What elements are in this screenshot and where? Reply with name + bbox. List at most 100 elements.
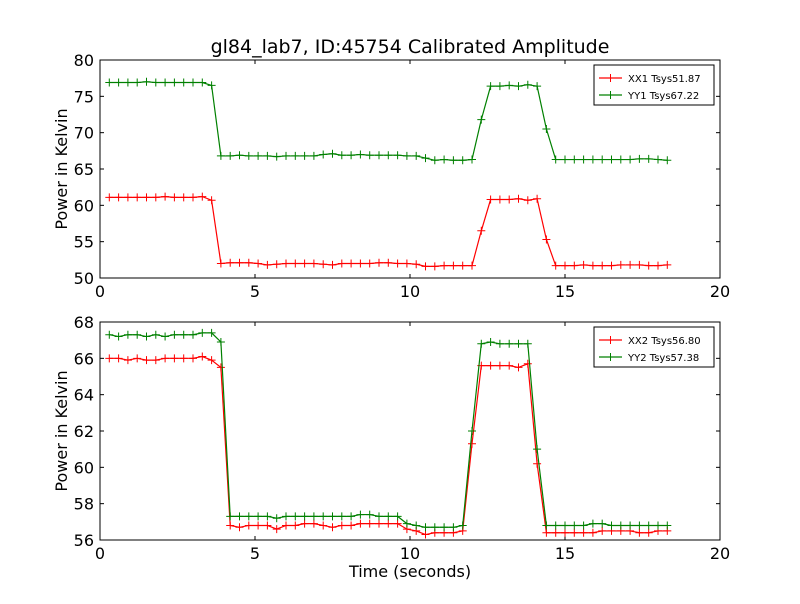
data-point [663, 156, 672, 165]
data-point [272, 152, 281, 161]
x-axis-label: Time (seconds) [348, 562, 471, 581]
data-point [533, 445, 542, 454]
data-point [198, 78, 207, 87]
data-point [514, 363, 523, 372]
data-point [505, 361, 514, 370]
data-point [114, 193, 123, 202]
data-point [105, 193, 114, 202]
y-tick-label: 70 [74, 124, 94, 143]
y-tick-label: 55 [74, 233, 94, 252]
data-point [486, 337, 495, 346]
series-2 [105, 328, 672, 532]
data-point [393, 519, 402, 528]
data-point [300, 259, 309, 268]
data-point [598, 526, 607, 535]
y-tick-label: 62 [74, 422, 94, 441]
data-point [412, 521, 421, 530]
data-point [542, 125, 551, 134]
data-point [263, 512, 272, 521]
data-point [263, 151, 272, 160]
y-axis-label: Power in Kelvin [52, 370, 71, 491]
data-point [207, 356, 216, 365]
data-point [179, 354, 188, 363]
data-point [365, 510, 374, 519]
x-tick-label: 20 [710, 544, 730, 563]
data-point [468, 155, 476, 164]
data-point [151, 330, 160, 339]
data-point [635, 521, 644, 530]
data-point [151, 356, 160, 365]
data-point [495, 195, 504, 204]
data-point [282, 259, 290, 268]
data-point [626, 155, 635, 164]
data-point [114, 78, 123, 87]
data-point [161, 332, 170, 341]
data-point [161, 192, 170, 201]
data-point [533, 459, 542, 468]
data-point [542, 521, 551, 530]
data-point [114, 354, 123, 363]
data-point [561, 521, 569, 530]
data-point [440, 523, 449, 532]
data-point [588, 155, 597, 164]
data-point [226, 151, 235, 160]
data-point [282, 512, 290, 521]
data-point [189, 354, 197, 363]
data-point [244, 258, 253, 267]
data-point [263, 521, 272, 530]
data-point [216, 337, 225, 346]
y-tick-label: 60 [74, 196, 94, 215]
data-point [616, 260, 625, 269]
x-tick-label: 5 [250, 282, 260, 301]
legend-box [593, 64, 715, 106]
data-point [523, 80, 532, 89]
data-point [551, 521, 560, 530]
x-tick-label: 15 [555, 282, 575, 301]
data-point [635, 528, 644, 537]
data-point [644, 154, 653, 163]
data-point [356, 510, 365, 519]
data-point [272, 514, 281, 523]
data-point [635, 154, 644, 163]
data-point [216, 259, 225, 268]
data-point [356, 519, 365, 528]
data-point [347, 512, 356, 521]
data-point [542, 235, 551, 244]
data-point [561, 528, 569, 537]
data-point [198, 328, 207, 337]
data-point [207, 196, 216, 205]
data-point [663, 260, 672, 269]
legend: XX2 Tsys56.80 YY2 Tsys57.38 [593, 326, 715, 368]
data-point [207, 81, 216, 90]
data-point [263, 260, 272, 269]
data-point [412, 260, 421, 269]
data-point [626, 521, 635, 530]
data-point [654, 261, 662, 270]
data-point [300, 512, 309, 521]
data-point [161, 78, 170, 87]
legend: XX1 Tsys51.87 YY1 Tsys67.22 [593, 64, 715, 106]
y-tick-label: 64 [74, 386, 94, 405]
y-tick-label: 65 [74, 160, 94, 179]
data-point [477, 339, 486, 348]
data-point [384, 519, 393, 528]
data-point [495, 82, 504, 91]
data-point [189, 193, 197, 202]
chart-panel-2: 0 5 10 15 20 56 58 60 62 64 66 68 Power in Kelvin XX2… [52, 313, 730, 563]
data-point [282, 521, 290, 530]
data-point [114, 332, 123, 341]
data-point [486, 361, 495, 370]
data-point [458, 261, 467, 270]
data-point [644, 261, 653, 270]
data-point [328, 512, 337, 521]
data-point [133, 78, 142, 87]
data-point [282, 151, 290, 160]
data-point [635, 260, 644, 269]
y-tick-label: 66 [74, 349, 94, 368]
data-point [449, 261, 458, 270]
data-point [365, 259, 374, 268]
chart-panel-1: 0 5 10 15 20 50 55 60 65 70 75 80 Power in Kelvin XX1… [52, 51, 730, 301]
data-point [123, 193, 132, 202]
data-point [384, 512, 393, 521]
